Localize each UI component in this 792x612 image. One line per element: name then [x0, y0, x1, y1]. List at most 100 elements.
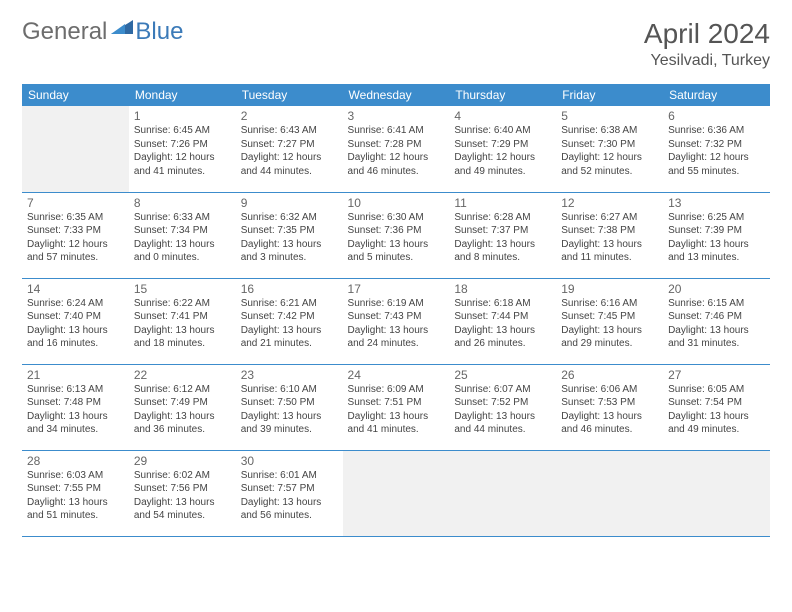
day-number: 29 — [134, 454, 231, 468]
calendar-head: SundayMondayTuesdayWednesdayThursdayFrid… — [22, 84, 770, 106]
day-number: 4 — [454, 109, 551, 123]
day-info: Sunrise: 6:45 AMSunset: 7:26 PMDaylight:… — [134, 124, 231, 178]
calendar-week-row: 21Sunrise: 6:13 AMSunset: 7:48 PMDayligh… — [22, 364, 770, 450]
day-header: Saturday — [663, 84, 770, 106]
day-number: 26 — [561, 368, 658, 382]
calendar-day-cell: 24Sunrise: 6:09 AMSunset: 7:51 PMDayligh… — [343, 364, 450, 450]
day-number: 9 — [241, 196, 338, 210]
day-number: 2 — [241, 109, 338, 123]
location-subtitle: Yesilvadi, Turkey — [644, 52, 770, 70]
logo-text-general: General — [22, 18, 107, 46]
calendar-page: General Blue April 2024 Yesilvadi, Turke… — [0, 0, 792, 555]
day-number: 13 — [668, 196, 765, 210]
logo-text-blue: Blue — [135, 18, 183, 46]
day-info: Sunrise: 6:07 AMSunset: 7:52 PMDaylight:… — [454, 383, 551, 437]
day-number: 23 — [241, 368, 338, 382]
day-info: Sunrise: 6:10 AMSunset: 7:50 PMDaylight:… — [241, 383, 338, 437]
day-number: 27 — [668, 368, 765, 382]
day-info: Sunrise: 6:02 AMSunset: 7:56 PMDaylight:… — [134, 469, 231, 523]
calendar-day-cell: 26Sunrise: 6:06 AMSunset: 7:53 PMDayligh… — [556, 364, 663, 450]
day-info: Sunrise: 6:03 AMSunset: 7:55 PMDaylight:… — [27, 469, 124, 523]
day-info: Sunrise: 6:33 AMSunset: 7:34 PMDaylight:… — [134, 211, 231, 265]
calendar-day-cell: 25Sunrise: 6:07 AMSunset: 7:52 PMDayligh… — [449, 364, 556, 450]
calendar-day-cell: 23Sunrise: 6:10 AMSunset: 7:50 PMDayligh… — [236, 364, 343, 450]
logo-triangle-icon — [111, 18, 133, 34]
calendar-week-row: 7Sunrise: 6:35 AMSunset: 7:33 PMDaylight… — [22, 192, 770, 278]
calendar-day-cell: 5Sunrise: 6:38 AMSunset: 7:30 PMDaylight… — [556, 106, 663, 192]
calendar-day-cell: 17Sunrise: 6:19 AMSunset: 7:43 PMDayligh… — [343, 278, 450, 364]
day-info: Sunrise: 6:32 AMSunset: 7:35 PMDaylight:… — [241, 211, 338, 265]
day-info: Sunrise: 6:22 AMSunset: 7:41 PMDaylight:… — [134, 297, 231, 351]
day-info: Sunrise: 6:25 AMSunset: 7:39 PMDaylight:… — [668, 211, 765, 265]
day-number: 12 — [561, 196, 658, 210]
day-header: Monday — [129, 84, 236, 106]
calendar-day-cell: 3Sunrise: 6:41 AMSunset: 7:28 PMDaylight… — [343, 106, 450, 192]
calendar-day-cell: 2Sunrise: 6:43 AMSunset: 7:27 PMDaylight… — [236, 106, 343, 192]
day-info: Sunrise: 6:15 AMSunset: 7:46 PMDaylight:… — [668, 297, 765, 351]
calendar-day-cell: 8Sunrise: 6:33 AMSunset: 7:34 PMDaylight… — [129, 192, 236, 278]
calendar-day-cell: 19Sunrise: 6:16 AMSunset: 7:45 PMDayligh… — [556, 278, 663, 364]
day-info: Sunrise: 6:18 AMSunset: 7:44 PMDaylight:… — [454, 297, 551, 351]
calendar-day-cell: 22Sunrise: 6:12 AMSunset: 7:49 PMDayligh… — [129, 364, 236, 450]
day-info: Sunrise: 6:01 AMSunset: 7:57 PMDaylight:… — [241, 469, 338, 523]
calendar-day-cell: 11Sunrise: 6:28 AMSunset: 7:37 PMDayligh… — [449, 192, 556, 278]
calendar-day-cell: 1Sunrise: 6:45 AMSunset: 7:26 PMDaylight… — [129, 106, 236, 192]
day-number: 14 — [27, 282, 124, 296]
day-number: 16 — [241, 282, 338, 296]
day-info: Sunrise: 6:19 AMSunset: 7:43 PMDaylight:… — [348, 297, 445, 351]
month-title: April 2024 — [644, 18, 770, 50]
day-info: Sunrise: 6:30 AMSunset: 7:36 PMDaylight:… — [348, 211, 445, 265]
day-info: Sunrise: 6:36 AMSunset: 7:32 PMDaylight:… — [668, 124, 765, 178]
day-number: 11 — [454, 196, 551, 210]
calendar-day-cell — [22, 106, 129, 192]
day-number: 19 — [561, 282, 658, 296]
calendar-day-cell: 10Sunrise: 6:30 AMSunset: 7:36 PMDayligh… — [343, 192, 450, 278]
day-info: Sunrise: 6:09 AMSunset: 7:51 PMDaylight:… — [348, 383, 445, 437]
calendar-table: SundayMondayTuesdayWednesdayThursdayFrid… — [22, 84, 770, 537]
calendar-day-cell: 7Sunrise: 6:35 AMSunset: 7:33 PMDaylight… — [22, 192, 129, 278]
calendar-week-row: 1Sunrise: 6:45 AMSunset: 7:26 PMDaylight… — [22, 106, 770, 192]
day-number: 17 — [348, 282, 445, 296]
day-number: 3 — [348, 109, 445, 123]
day-header: Sunday — [22, 84, 129, 106]
day-info: Sunrise: 6:12 AMSunset: 7:49 PMDaylight:… — [134, 383, 231, 437]
calendar-day-cell: 15Sunrise: 6:22 AMSunset: 7:41 PMDayligh… — [129, 278, 236, 364]
calendar-day-cell: 27Sunrise: 6:05 AMSunset: 7:54 PMDayligh… — [663, 364, 770, 450]
calendar-day-cell: 28Sunrise: 6:03 AMSunset: 7:55 PMDayligh… — [22, 450, 129, 536]
day-info: Sunrise: 6:40 AMSunset: 7:29 PMDaylight:… — [454, 124, 551, 178]
day-number: 25 — [454, 368, 551, 382]
calendar-day-cell — [663, 450, 770, 536]
day-header-row: SundayMondayTuesdayWednesdayThursdayFrid… — [22, 84, 770, 106]
day-info: Sunrise: 6:24 AMSunset: 7:40 PMDaylight:… — [27, 297, 124, 351]
day-number: 28 — [27, 454, 124, 468]
calendar-day-cell: 29Sunrise: 6:02 AMSunset: 7:56 PMDayligh… — [129, 450, 236, 536]
day-info: Sunrise: 6:21 AMSunset: 7:42 PMDaylight:… — [241, 297, 338, 351]
day-header: Friday — [556, 84, 663, 106]
calendar-week-row: 14Sunrise: 6:24 AMSunset: 7:40 PMDayligh… — [22, 278, 770, 364]
day-header: Tuesday — [236, 84, 343, 106]
calendar-day-cell: 21Sunrise: 6:13 AMSunset: 7:48 PMDayligh… — [22, 364, 129, 450]
day-info: Sunrise: 6:43 AMSunset: 7:27 PMDaylight:… — [241, 124, 338, 178]
logo: General Blue — [22, 18, 183, 46]
day-header: Wednesday — [343, 84, 450, 106]
day-info: Sunrise: 6:28 AMSunset: 7:37 PMDaylight:… — [454, 211, 551, 265]
day-number: 10 — [348, 196, 445, 210]
day-number: 1 — [134, 109, 231, 123]
calendar-body: 1Sunrise: 6:45 AMSunset: 7:26 PMDaylight… — [22, 106, 770, 536]
day-number: 5 — [561, 109, 658, 123]
calendar-day-cell: 12Sunrise: 6:27 AMSunset: 7:38 PMDayligh… — [556, 192, 663, 278]
calendar-day-cell — [343, 450, 450, 536]
day-number: 21 — [27, 368, 124, 382]
day-info: Sunrise: 6:41 AMSunset: 7:28 PMDaylight:… — [348, 124, 445, 178]
calendar-day-cell: 18Sunrise: 6:18 AMSunset: 7:44 PMDayligh… — [449, 278, 556, 364]
day-number: 20 — [668, 282, 765, 296]
calendar-day-cell — [556, 450, 663, 536]
day-number: 30 — [241, 454, 338, 468]
day-number: 24 — [348, 368, 445, 382]
day-header: Thursday — [449, 84, 556, 106]
calendar-day-cell: 13Sunrise: 6:25 AMSunset: 7:39 PMDayligh… — [663, 192, 770, 278]
day-info: Sunrise: 6:13 AMSunset: 7:48 PMDaylight:… — [27, 383, 124, 437]
day-info: Sunrise: 6:27 AMSunset: 7:38 PMDaylight:… — [561, 211, 658, 265]
day-number: 6 — [668, 109, 765, 123]
calendar-day-cell: 16Sunrise: 6:21 AMSunset: 7:42 PMDayligh… — [236, 278, 343, 364]
